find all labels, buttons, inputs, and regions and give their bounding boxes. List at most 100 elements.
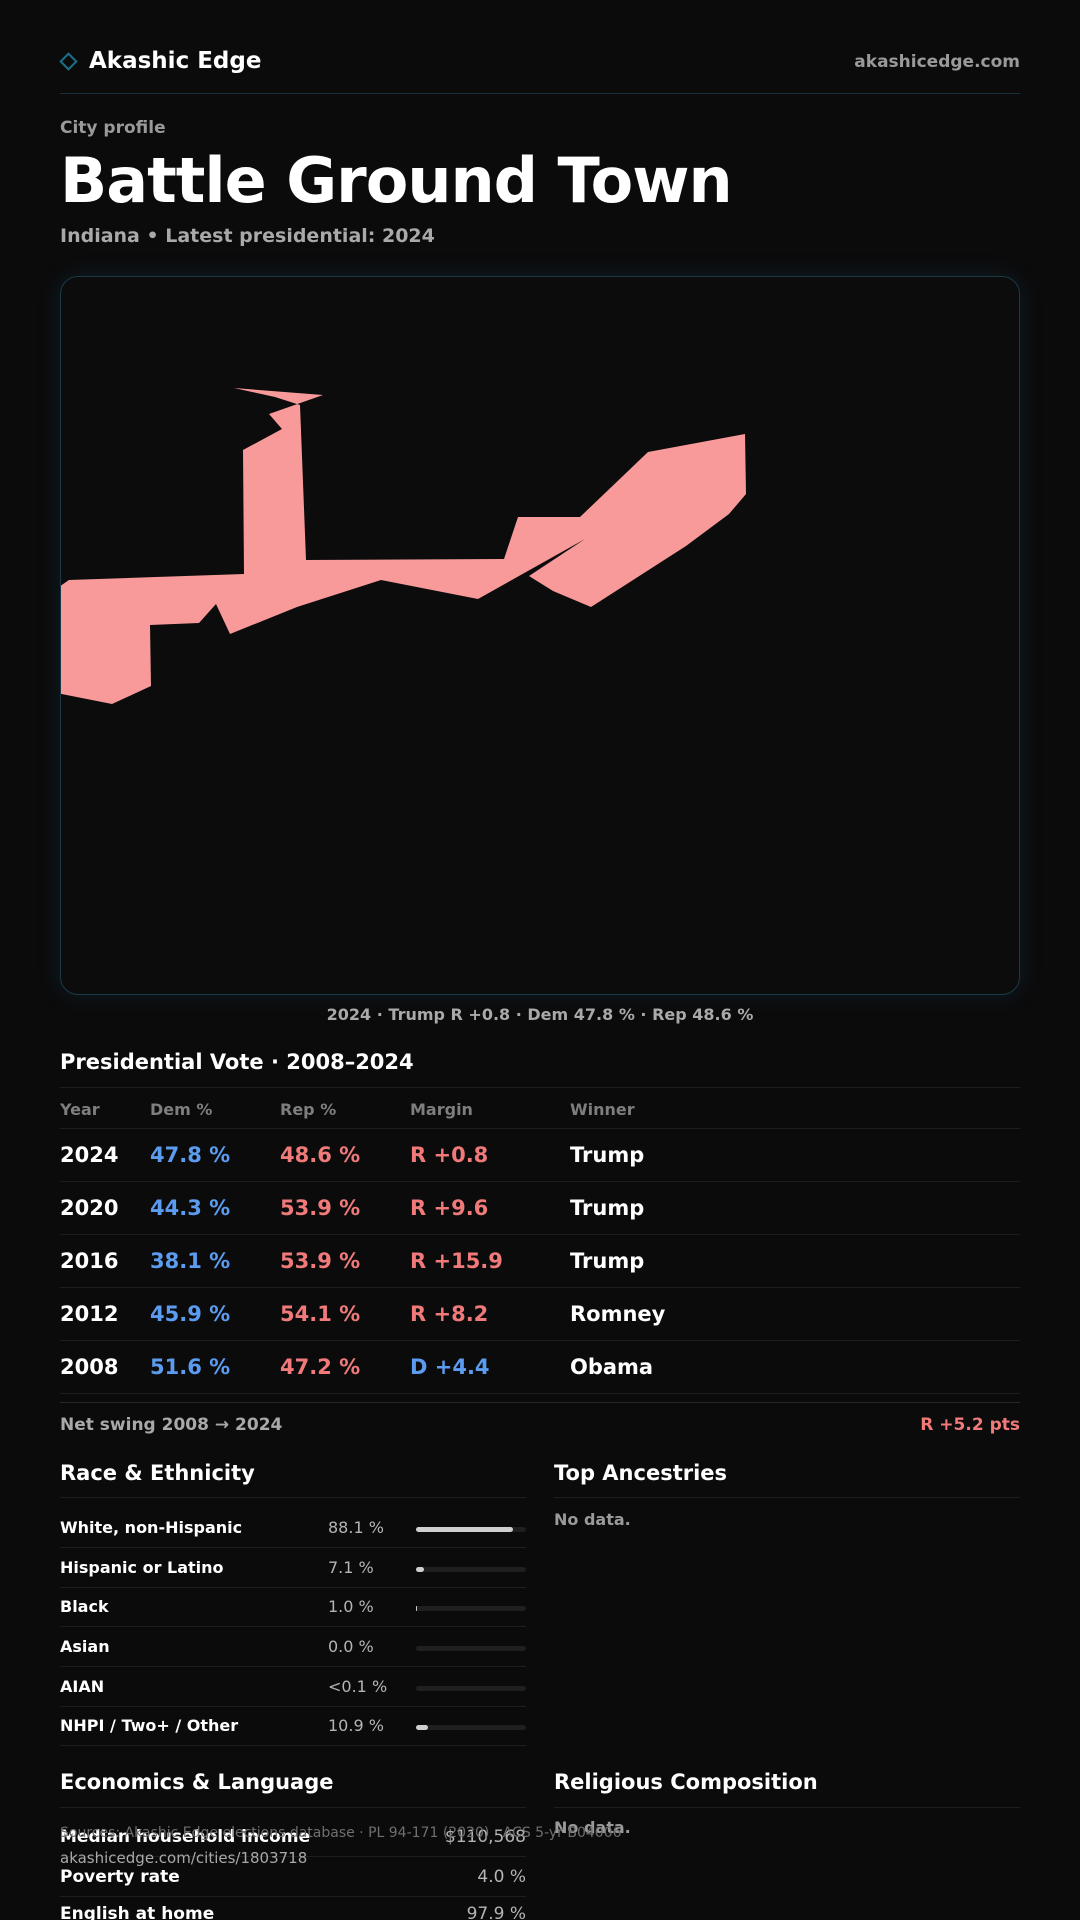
- table-row: 2020 44.3 % 53.9 % R +9.6 Trump: [60, 1182, 1020, 1235]
- year-cell: 2016: [60, 1249, 119, 1273]
- margin-cell: R +8.2: [410, 1302, 489, 1326]
- ancestries-empty: No data.: [554, 1510, 631, 1529]
- year-cell: 2024: [60, 1143, 119, 1167]
- divider: [554, 1807, 1020, 1808]
- race-value: 10.9 %: [328, 1716, 384, 1735]
- col-margin: Margin: [410, 1100, 473, 1119]
- race-row: Black 1.0 %: [60, 1587, 526, 1627]
- race-bar-fill: [416, 1567, 424, 1572]
- econ-value: 97.9 %: [466, 1904, 526, 1920]
- race-value: 88.1 %: [328, 1518, 384, 1537]
- city-boundary-shape: [61, 388, 746, 704]
- year-cell: 2012: [60, 1302, 119, 1326]
- dem-cell: 44.3 %: [150, 1196, 231, 1220]
- race-label: AIAN: [60, 1677, 105, 1696]
- race-row: Asian 0.0 %: [60, 1627, 526, 1667]
- table-row: 2012 45.9 % 54.1 % R +8.2 Romney: [60, 1288, 1020, 1341]
- econ-row: Median household income $110,568: [60, 1817, 526, 1857]
- margin-cell: D +4.4: [410, 1355, 490, 1379]
- city-map[interactable]: [60, 276, 1020, 995]
- footer-url-link[interactable]: akashicedge.com/cities/1803718: [60, 1849, 308, 1867]
- page-subtitle: Indiana • Latest presidential: 2024: [60, 225, 435, 247]
- econ-row: Poverty rate 4.0 %: [60, 1857, 526, 1897]
- religion-title: Religious Composition: [554, 1770, 818, 1794]
- rep-cell: 53.9 %: [280, 1249, 361, 1273]
- footer-sources: Sources: Akashic Edge elections database…: [60, 1825, 622, 1841]
- race-bar: [416, 1686, 526, 1691]
- race-title: Race & Ethnicity: [60, 1461, 255, 1485]
- race-row: AIAN <0.1 %: [60, 1667, 526, 1707]
- race-value: 7.1 %: [328, 1558, 374, 1577]
- year-cell: 2008: [60, 1355, 119, 1379]
- race-bar: [416, 1725, 526, 1730]
- dem-cell: 47.8 %: [150, 1143, 231, 1167]
- race-bar: [416, 1606, 526, 1611]
- winner-cell: Trump: [570, 1249, 645, 1273]
- econ-label: English at home: [60, 1904, 215, 1920]
- race-value: 0.0 %: [328, 1637, 374, 1656]
- presidential-title: Presidential Vote · 2008–2024: [60, 1050, 414, 1074]
- city-boundary-map: [61, 388, 746, 704]
- race-bar: [416, 1567, 526, 1572]
- race-label: Asian: [60, 1637, 110, 1656]
- rep-cell: 53.9 %: [280, 1196, 361, 1220]
- presidential-table-header: Year Dem % Rep % Margin Winner: [60, 1087, 1020, 1129]
- col-year: Year: [60, 1100, 100, 1119]
- race-bar-fill: [416, 1527, 513, 1532]
- dem-cell: 38.1 %: [150, 1249, 231, 1273]
- rep-cell: 54.1 %: [280, 1302, 361, 1326]
- diamond-icon: [59, 51, 78, 71]
- col-winner: Winner: [570, 1100, 635, 1119]
- table-row: 2024 47.8 % 48.6 % R +0.8 Trump: [60, 1129, 1020, 1182]
- winner-cell: Obama: [570, 1355, 654, 1379]
- dem-cell: 51.6 %: [150, 1355, 231, 1379]
- race-bar-fill: [416, 1725, 428, 1730]
- race-row: Hispanic or Latino 7.1 %: [60, 1548, 526, 1588]
- page-title: Battle Ground Town: [60, 144, 733, 217]
- econ-label: Poverty rate: [60, 1867, 180, 1887]
- race-bar-fill: [416, 1606, 418, 1611]
- religion-empty: No data.: [554, 1818, 631, 1837]
- brand[interactable]: Akashic Edge: [59, 48, 262, 74]
- winner-cell: Romney: [570, 1302, 666, 1326]
- city-profile-page: Akashic Edge akashicedge.com City profil…: [59, 0, 1020, 1920]
- race-row: NHPI / Two+ / Other 10.9 %: [60, 1706, 526, 1746]
- site-url-link[interactable]: akashicedge.com: [854, 52, 1020, 72]
- map-caption: 2024 · Trump R +0.8 · Dem 47.8 % · Rep 4…: [326, 1005, 754, 1024]
- race-row: White, non-Hispanic 88.1 %: [60, 1508, 526, 1548]
- year-cell: 2020: [60, 1196, 119, 1220]
- race-label: Hispanic or Latino: [60, 1558, 224, 1577]
- dem-cell: 45.9 %: [150, 1302, 231, 1326]
- race-value: <0.1 %: [328, 1677, 388, 1696]
- econ-label: Median household income: [60, 1827, 311, 1847]
- top-bar: Akashic Edge akashicedge.com: [59, 48, 1020, 94]
- econ-value: 4.0 %: [477, 1867, 526, 1887]
- page-eyebrow: City profile: [60, 118, 166, 138]
- col-dem: Dem %: [150, 1100, 213, 1119]
- margin-cell: R +9.6: [410, 1196, 489, 1220]
- winner-cell: Trump: [570, 1196, 645, 1220]
- econ-row: English at home 97.9 %: [60, 1894, 526, 1920]
- net-swing-label: Net swing 2008 → 2024: [60, 1415, 283, 1435]
- rep-cell: 48.6 %: [280, 1143, 361, 1167]
- margin-cell: R +15.9: [410, 1249, 503, 1273]
- race-label: NHPI / Two+ / Other: [60, 1716, 239, 1735]
- table-row: 2008 51.6 % 47.2 % D +4.4 Obama: [60, 1341, 1020, 1394]
- race-bar: [416, 1527, 526, 1532]
- race-label: White, non-Hispanic: [60, 1518, 243, 1537]
- economics-title: Economics & Language: [60, 1770, 334, 1794]
- col-rep: Rep %: [280, 1100, 337, 1119]
- divider: [60, 1497, 526, 1498]
- brand-name: Akashic Edge: [89, 48, 262, 74]
- econ-value: $110,568: [444, 1827, 526, 1847]
- race-bar: [416, 1646, 526, 1651]
- net-swing-value: R +5.2 pts: [920, 1415, 1020, 1435]
- winner-cell: Trump: [570, 1143, 645, 1167]
- race-value: 1.0 %: [328, 1597, 374, 1616]
- divider: [60, 1807, 526, 1808]
- table-row: 2016 38.1 % 53.9 % R +15.9 Trump: [60, 1235, 1020, 1288]
- divider: [554, 1497, 1020, 1498]
- margin-cell: R +0.8: [410, 1143, 489, 1167]
- rep-cell: 47.2 %: [280, 1355, 361, 1379]
- net-swing: Net swing 2008 → 2024 R +5.2 pts: [60, 1402, 1020, 1446]
